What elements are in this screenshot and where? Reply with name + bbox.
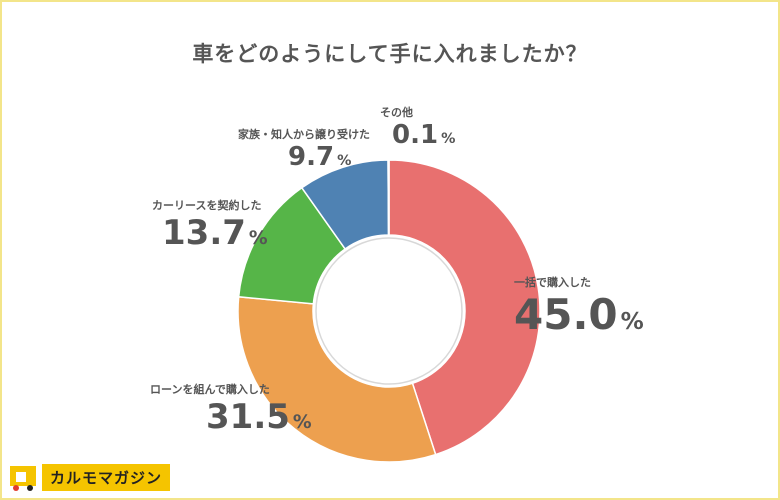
slice-value: 31.5%	[206, 397, 312, 437]
slice-label-loan: ローンを組んで購入した 31.5%	[150, 381, 312, 437]
slice-lump-sum	[388, 159, 541, 456]
slice-value: 9.7%	[288, 142, 352, 172]
slice-loan	[237, 295, 437, 463]
slice-name: その他	[380, 106, 413, 119]
slice-name: 一括で購入した	[514, 276, 591, 289]
brand-name: カルモマガジン	[42, 463, 171, 491]
slice-other	[387, 159, 390, 236]
donut-hole	[315, 237, 463, 385]
car-logo-icon	[10, 466, 36, 491]
slice-name: ローンを組んで購入した	[150, 383, 270, 396]
slice-label-other: その他 0.1%	[380, 104, 455, 150]
slice-value: 13.7%	[162, 213, 268, 253]
slice-name: 家族・知人から譲り受けた	[238, 128, 370, 141]
slice-label-lease: カーリースを契約した 13.7%	[152, 197, 268, 253]
brand-logo: カルモマガジン	[8, 462, 171, 492]
chart-title: 車をどのようにして手に入れましたか？	[192, 42, 588, 66]
slice-value: 45.0%	[514, 290, 644, 339]
slice-value: 0.1%	[392, 120, 456, 150]
slice-name: カーリースを契約した	[152, 199, 262, 212]
slice-label-family: 家族・知人から譲り受けた 9.7%	[238, 126, 370, 172]
slice-label-lump-sum: 一括で購入した 45.0%	[514, 274, 644, 339]
